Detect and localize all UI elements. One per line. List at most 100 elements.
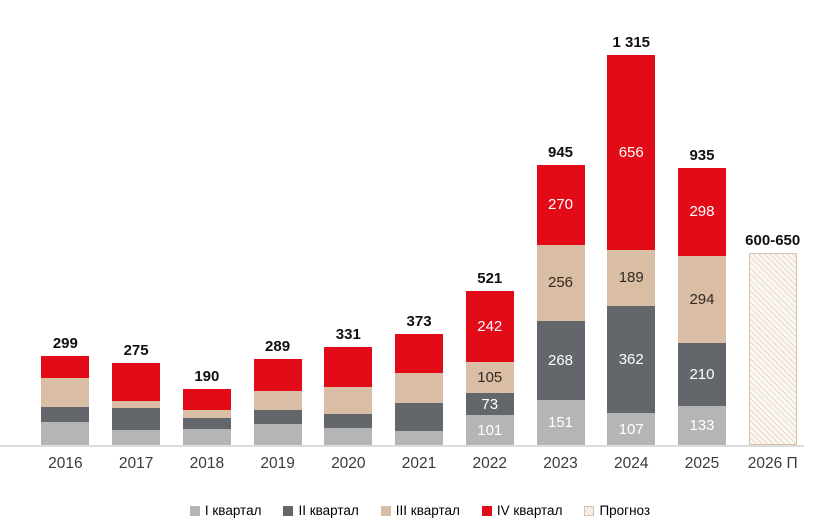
bar-segment xyxy=(182,418,231,430)
bar-segment: 73 xyxy=(465,393,514,416)
bar-segment: 298 xyxy=(677,167,726,257)
bar-column-2019: 289 xyxy=(242,0,313,445)
bar-segment: 107 xyxy=(607,413,656,445)
bar-column-2018: 190 xyxy=(171,0,242,445)
bar-stack xyxy=(748,252,797,445)
bar-column-2024: 1 315 656 189 362 107 xyxy=(596,0,667,445)
x-axis-tick-label: 2020 xyxy=(331,455,366,472)
bar-segment xyxy=(41,407,90,423)
bar-total-label: 373 xyxy=(406,313,432,331)
bar-total-label: 1 315 xyxy=(612,34,651,52)
bar-segment: 656 xyxy=(607,55,656,250)
bar-total-label: 331 xyxy=(335,325,361,343)
bar-stack: 298 294 210 133 xyxy=(677,167,726,445)
bar-segment xyxy=(182,410,231,419)
bar-segment xyxy=(324,386,373,415)
bar-segment xyxy=(324,414,373,428)
x-axis-tick-label: 2017 xyxy=(118,455,154,472)
x-axis-tick-label: 2023 xyxy=(543,455,578,472)
bar-column-2020: 331 xyxy=(313,0,384,445)
x-axis-tick-label: 2026 П xyxy=(747,455,798,472)
bar-segment xyxy=(112,400,161,408)
bar-segment xyxy=(748,252,797,445)
bar-stack xyxy=(395,334,444,445)
bar-segment: 270 xyxy=(536,164,585,245)
bar-total-label: 190 xyxy=(194,367,220,385)
bar-stack xyxy=(112,363,161,445)
legend-label: Прогноз xyxy=(599,503,651,518)
bar-segment: 242 xyxy=(465,290,514,363)
bar-total-label: 299 xyxy=(52,335,78,353)
x-axis-tick-label: 2021 xyxy=(401,455,437,472)
bar-segment xyxy=(395,334,444,373)
bar-stack xyxy=(253,359,302,445)
legend-swatch-icon xyxy=(189,505,200,516)
bar-segment xyxy=(112,407,161,430)
bar-stack: 242 105 73 101 xyxy=(465,290,514,445)
bar-column-2026-П: 600-650 xyxy=(737,0,808,445)
bar-total-label: 275 xyxy=(123,342,149,360)
bar-segment: 256 xyxy=(536,244,585,321)
legend-item: Прогноз xyxy=(584,503,650,518)
bar-segment xyxy=(395,372,444,403)
legend-item: IV квартал xyxy=(481,503,563,518)
bar-segment xyxy=(41,378,90,408)
bar-stack: 656 189 362 107 xyxy=(607,55,656,445)
bar-segment xyxy=(253,423,302,445)
bar-segment xyxy=(395,402,444,431)
bar-segment xyxy=(253,359,302,391)
bar-segment xyxy=(324,427,373,445)
legend-label: IV квартал xyxy=(496,503,563,518)
bar-segment: 101 xyxy=(465,415,514,445)
bar-segment xyxy=(182,429,231,445)
bar-segment xyxy=(41,356,90,379)
bar-segment xyxy=(112,429,161,445)
bar-segment xyxy=(41,422,90,445)
bar-stack: 270 256 268 151 xyxy=(536,164,585,445)
bar-total-label: 521 xyxy=(477,269,503,287)
bar-segment: 362 xyxy=(607,305,656,414)
x-axis-tick-label: 2025 xyxy=(684,455,720,472)
bar-segment xyxy=(112,363,161,401)
x-axis-labels: 2016 2017 2018 2019 2020 2021 2022 2023 2024 2025… xyxy=(30,455,808,473)
bar-segment: 105 xyxy=(465,362,514,394)
plot-area: 299 275 190 289 331 373 521 242 105 73 101 945 270 25… xyxy=(30,0,808,445)
bar-column-2021: 373 xyxy=(384,0,455,445)
bar-segment xyxy=(182,388,231,411)
legend-label: II квартал xyxy=(298,503,359,518)
bar-total-label: 945 xyxy=(547,143,574,161)
legend-item: II квартал xyxy=(283,503,359,518)
legend-swatch-icon xyxy=(584,505,595,516)
bar-total-label: 600-650 xyxy=(745,231,801,249)
bar-segment: 133 xyxy=(677,405,726,445)
bar-segment xyxy=(395,430,444,445)
bar-stack xyxy=(41,356,90,445)
bar-column-2025: 935 298 294 210 133 xyxy=(667,0,738,445)
bar-stack xyxy=(324,346,373,445)
x-axis-tick-label: 2016 xyxy=(48,455,83,472)
bar-segment: 151 xyxy=(536,400,585,445)
x-axis-tick-label: 2022 xyxy=(472,455,508,472)
bar-segment: 268 xyxy=(536,320,585,401)
legend-item: III квартал xyxy=(380,503,460,518)
bar-stack xyxy=(182,388,231,445)
bar-segment xyxy=(253,390,302,410)
x-axis-tick-label: 2024 xyxy=(614,455,649,472)
x-axis-tick-label: 2019 xyxy=(260,455,295,472)
legend-swatch-icon xyxy=(283,505,294,516)
x-axis-tick-label: 2018 xyxy=(189,455,225,472)
bar-column-2016: 299 xyxy=(30,0,101,445)
bar-column-2022: 521 242 105 73 101 xyxy=(454,0,525,445)
legend-item: I квартал xyxy=(189,503,262,518)
bar-column-2023: 945 270 256 268 151 xyxy=(525,0,596,445)
bar-segment: 189 xyxy=(607,249,656,306)
bar-segment: 210 xyxy=(677,343,726,406)
x-axis-line xyxy=(0,445,804,447)
bar-column-2017: 275 xyxy=(101,0,172,445)
bar-total-label: 289 xyxy=(265,338,291,356)
legend-swatch-icon xyxy=(481,505,492,516)
legend-label: I квартал xyxy=(204,503,262,518)
bar-segment xyxy=(253,409,302,424)
bar-total-label: 935 xyxy=(689,146,715,164)
